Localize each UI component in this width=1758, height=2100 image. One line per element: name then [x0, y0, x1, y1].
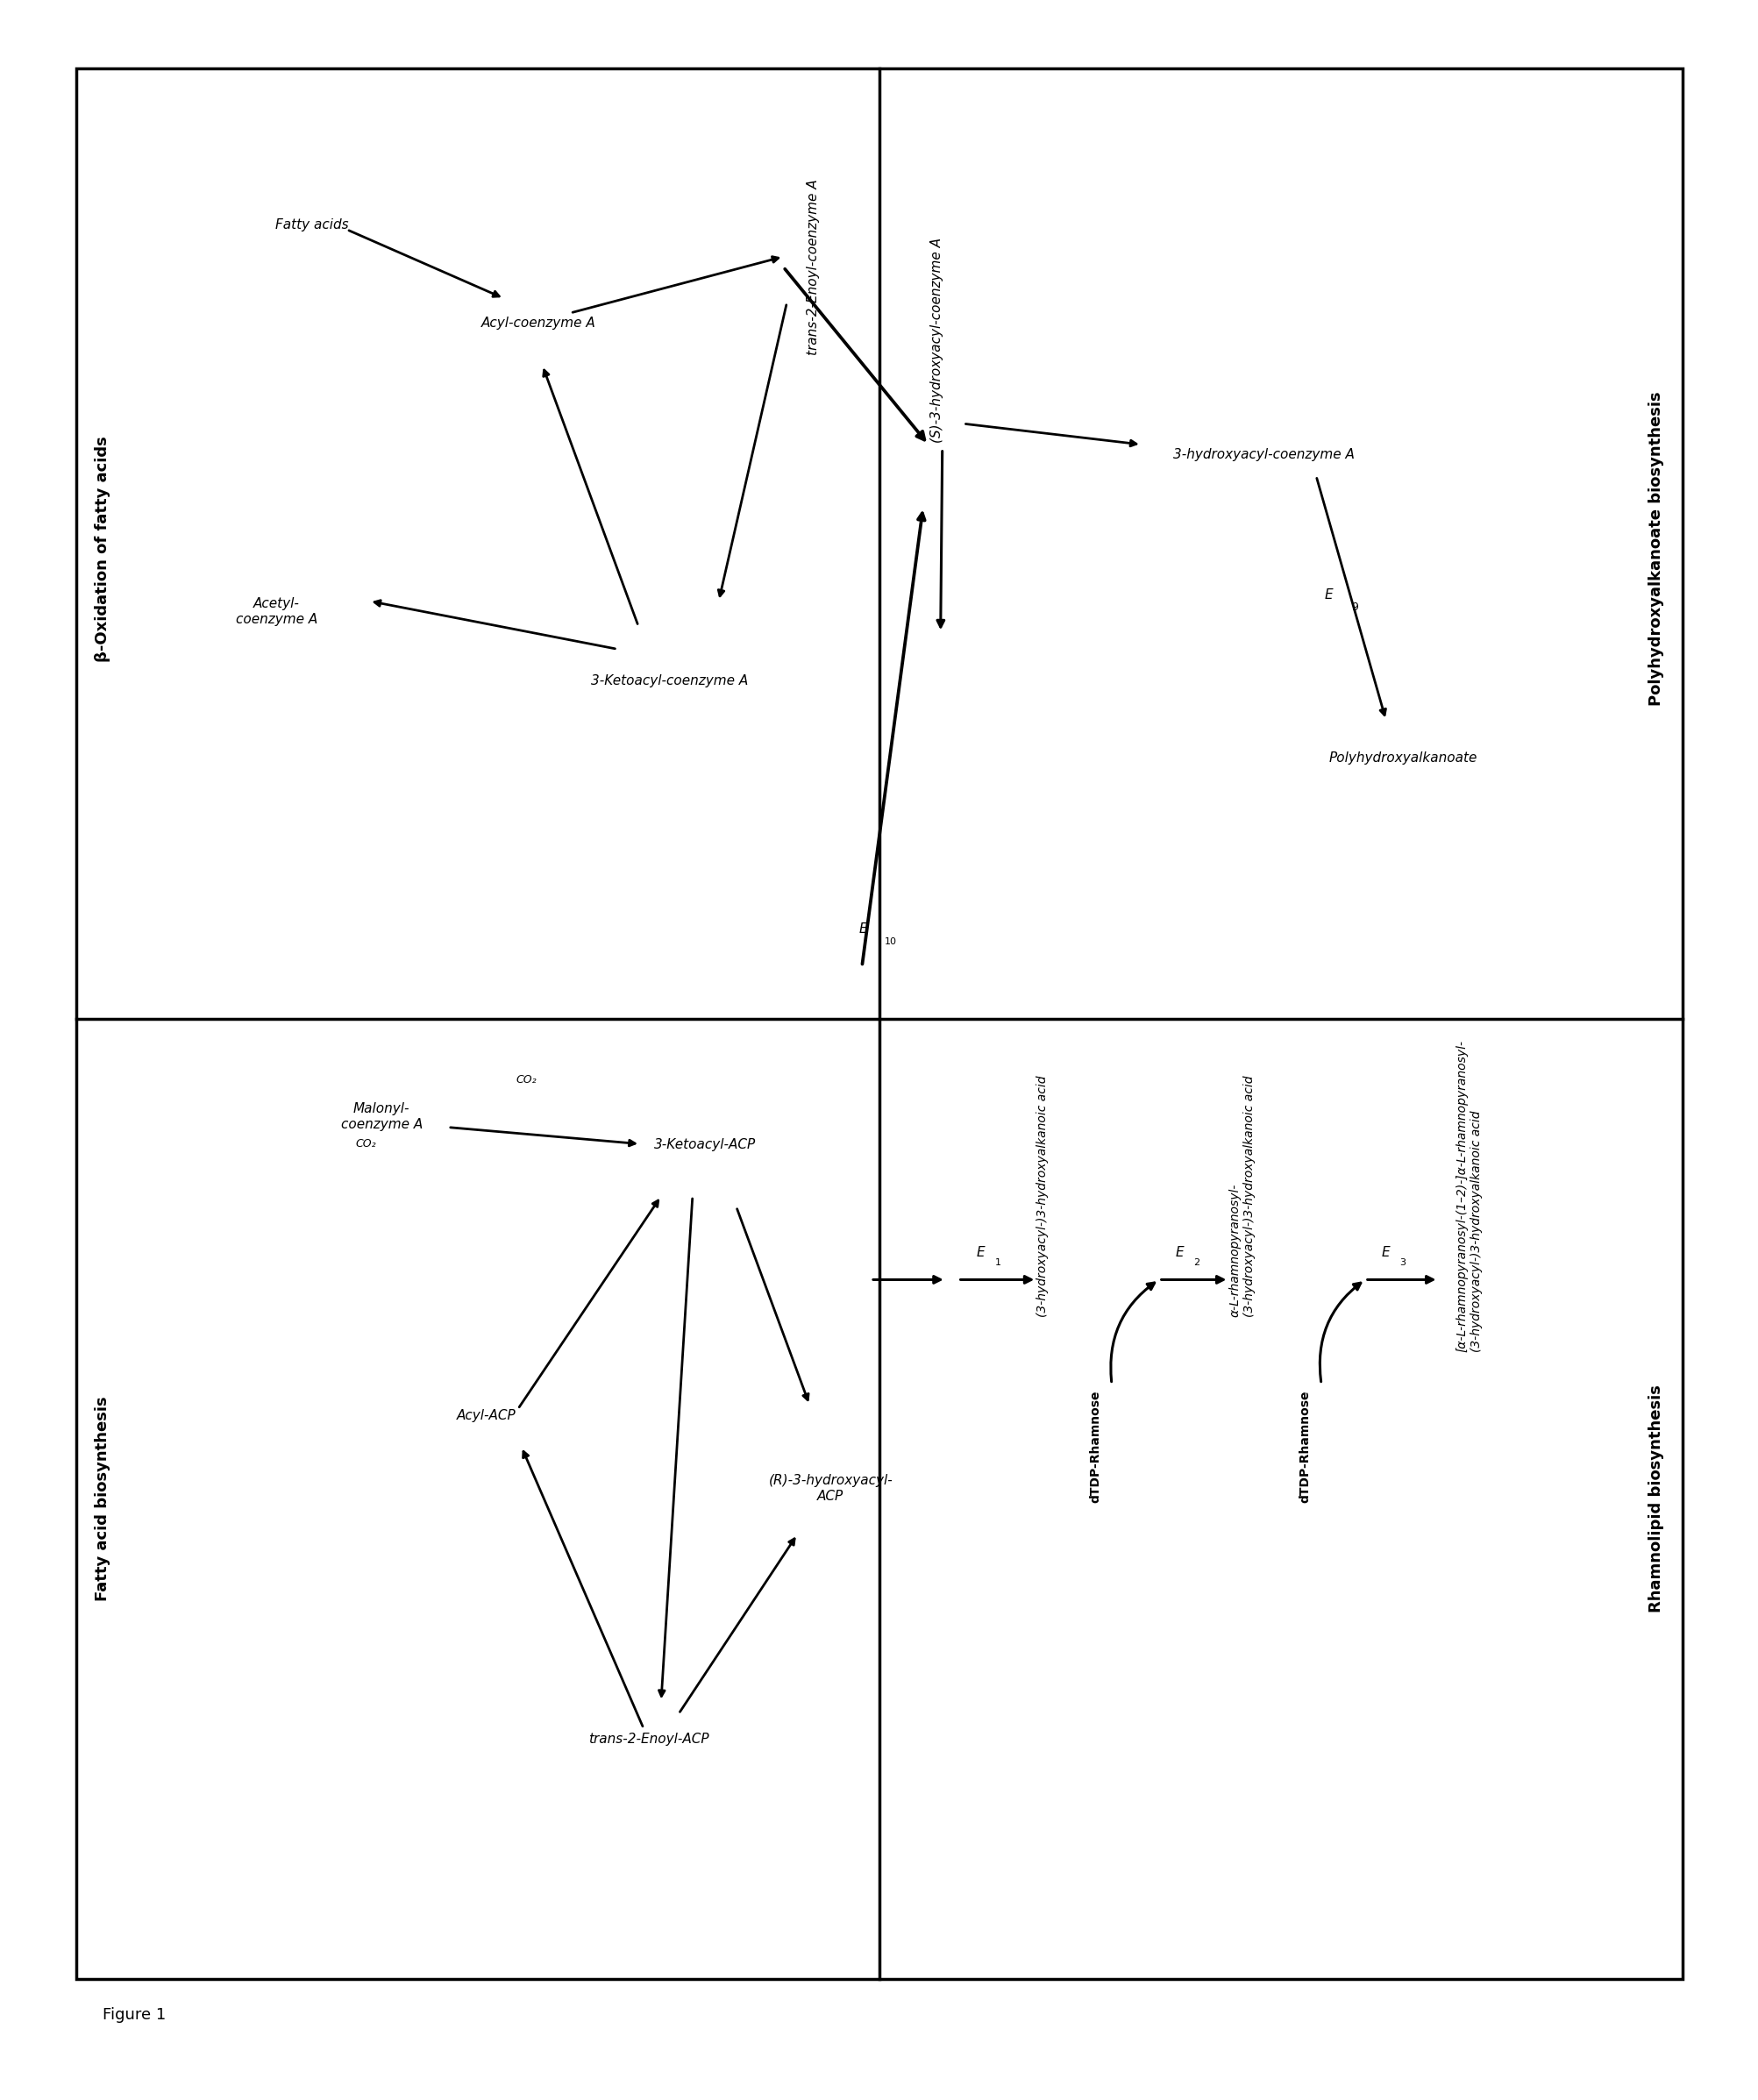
Text: 9: 9: [1350, 603, 1357, 613]
Text: 3: 3: [1399, 1258, 1405, 1266]
Text: 3-Ketoacyl-coenzyme A: 3-Ketoacyl-coenzyme A: [591, 674, 749, 687]
Text: Acyl-ACP: Acyl-ACP: [457, 1409, 515, 1422]
Text: 10: 10: [884, 937, 897, 945]
Text: Figure 1: Figure 1: [102, 2008, 165, 2022]
Text: E: E: [858, 922, 867, 935]
Text: Acetyl-
coenzyme A: Acetyl- coenzyme A: [236, 596, 318, 626]
Text: dTDP-Rhamnose: dTDP-Rhamnose: [1088, 1390, 1101, 1504]
Text: Malonyl-
coenzyme A: Malonyl- coenzyme A: [341, 1102, 422, 1132]
Text: 3-hydroxyacyl-coenzyme A: 3-hydroxyacyl-coenzyme A: [1173, 449, 1354, 462]
Text: Polyhydroxyalkanoate: Polyhydroxyalkanoate: [1329, 752, 1477, 764]
Text: E: E: [1324, 588, 1333, 601]
Text: CO₂: CO₂: [355, 1138, 376, 1149]
Text: β-Oxidation of fatty acids: β-Oxidation of fatty acids: [95, 437, 111, 662]
Text: Rhamnolipid biosynthesis: Rhamnolipid biosynthesis: [1647, 1384, 1663, 1613]
Text: (3-hydroxyacyl-)3-hydroxyalkanoic acid: (3-hydroxyacyl-)3-hydroxyalkanoic acid: [1035, 1075, 1048, 1317]
Text: (S)-3-hydroxyacyl-coenzyme A: (S)-3-hydroxyacyl-coenzyme A: [930, 237, 944, 443]
FancyBboxPatch shape: [76, 69, 1682, 1978]
Text: 1: 1: [995, 1258, 1000, 1266]
Text: CO₂: CO₂: [517, 1073, 536, 1086]
Text: Polyhydroxyalkanoate biosynthesis: Polyhydroxyalkanoate biosynthesis: [1647, 393, 1663, 706]
Text: dTDP-Rhamnose: dTDP-Rhamnose: [1297, 1390, 1310, 1504]
Text: trans-2-Enoyl-coenzyme A: trans-2-Enoyl-coenzyme A: [807, 178, 819, 355]
Text: Fatty acid biosynthesis: Fatty acid biosynthesis: [95, 1397, 111, 1602]
Text: (R)-3-hydroxyacyl-
ACP: (R)-3-hydroxyacyl- ACP: [768, 1474, 893, 1504]
Text: E: E: [976, 1245, 984, 1258]
Text: Fatty acids: Fatty acids: [274, 218, 348, 231]
Text: 2: 2: [1194, 1258, 1199, 1266]
Text: trans-2-Enoyl-ACP: trans-2-Enoyl-ACP: [589, 1732, 708, 1745]
Text: Acyl-coenzyme A: Acyl-coenzyme A: [482, 317, 596, 330]
Text: 3-Ketoacyl-ACP: 3-Ketoacyl-ACP: [654, 1138, 756, 1151]
Text: E: E: [1174, 1245, 1183, 1258]
Text: [α-L-rhamnopyranosyl-(1–2)-]α-L-rhamnopyranosyl-
(3-hydroxyacyl-)3-hydroxyalkano: [α-L-rhamnopyranosyl-(1–2)-]α-L-rhamnopy…: [1456, 1040, 1482, 1352]
Text: E: E: [1382, 1245, 1389, 1258]
Text: α-L-rhamnopyranosyl-
(3-hydroxyacyl-)3-hydroxyalkanoic acid: α-L-rhamnopyranosyl- (3-hydroxyacyl-)3-h…: [1229, 1075, 1255, 1317]
